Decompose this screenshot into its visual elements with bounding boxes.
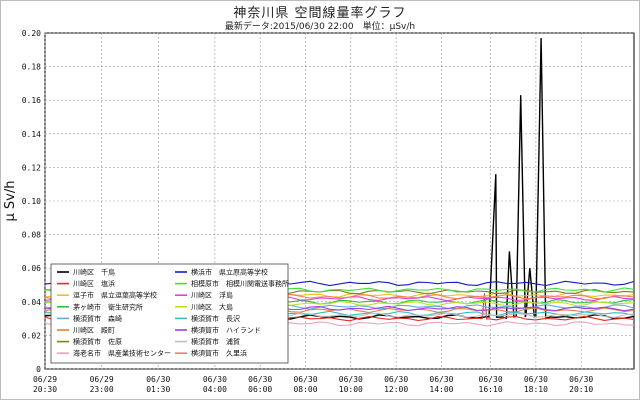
y-tick-label: 0.04 bbox=[22, 298, 41, 307]
x-tick-label: 06/30 bbox=[248, 375, 272, 384]
legend-label: 横須賀市 長沢 bbox=[191, 314, 240, 323]
x-tick-label: 08:00 bbox=[293, 385, 317, 394]
y-tick-label: 0.16 bbox=[22, 96, 41, 105]
chart-subtitle: 最新データ:2015/06/30 22:00 単位：μSv/h bbox=[224, 22, 416, 32]
y-axis-label: μ Sv/h bbox=[3, 181, 18, 222]
legend-label: 川崎区 殿町 bbox=[73, 326, 115, 335]
y-tick-label: 0.12 bbox=[22, 163, 41, 172]
legend-label: 川崎区 浮島 bbox=[191, 291, 233, 300]
x-tick-label: 01:30 bbox=[146, 385, 170, 394]
x-tick-label: 10:00 bbox=[339, 385, 363, 394]
x-tick-label: 06:00 bbox=[248, 385, 272, 394]
x-tick-label: 06/29 bbox=[90, 375, 114, 384]
y-tick-label: 0.14 bbox=[22, 130, 41, 139]
x-tick-label: 12:00 bbox=[384, 385, 408, 394]
legend-label: 横須賀市 久里浜 bbox=[191, 349, 247, 358]
x-tick-label: 06/30 bbox=[146, 375, 170, 384]
legend-label: 川崎区 大島 bbox=[191, 302, 233, 311]
y-tick-label: 0.06 bbox=[22, 264, 41, 273]
x-tick-label: 06/30 bbox=[203, 375, 227, 384]
legend-label: 横浜市 県立原高等学校 bbox=[191, 268, 268, 277]
legend-label: 横須賀市 森崎 bbox=[73, 314, 122, 323]
y-tick-label: 0 bbox=[36, 365, 41, 374]
y-tick-label: 0.10 bbox=[22, 197, 41, 206]
x-tick-label: 06/30 bbox=[569, 375, 593, 384]
x-tick-label: 04:00 bbox=[203, 385, 227, 394]
x-tick-label: 23:00 bbox=[90, 385, 114, 394]
legend-label: 川崎区 塩浜 bbox=[73, 279, 115, 288]
y-tick-label: 0.20 bbox=[22, 29, 41, 38]
x-tick-label: 14:00 bbox=[429, 385, 453, 394]
x-tick-label: 06/30 bbox=[384, 375, 408, 384]
y-tick-label: 0.08 bbox=[22, 231, 41, 240]
x-tick-label: 20:30 bbox=[33, 385, 57, 394]
x-tick-label: 06/30 bbox=[524, 375, 548, 384]
y-tick-label: 0.18 bbox=[22, 63, 41, 72]
x-tick-label: 06/30 bbox=[479, 375, 503, 384]
legend-label: 相模原市 相模川関電送事務所 bbox=[191, 279, 289, 288]
legend-box bbox=[50, 263, 289, 364]
legend-label: 横須賀市 佐原 bbox=[73, 337, 122, 346]
y-tick-label: 0.02 bbox=[22, 331, 41, 340]
x-tick-label: 18:10 bbox=[524, 385, 548, 394]
x-tick-label: 06/30 bbox=[339, 375, 363, 384]
legend-label: 横須賀市 浦賀 bbox=[191, 337, 240, 346]
x-tick-label: 20:10 bbox=[569, 385, 593, 394]
chart-title: 神奈川県 空間線量率グラフ bbox=[233, 6, 407, 21]
legend-label: 川崎区 千鳥 bbox=[73, 268, 115, 277]
x-tick-label: 06/29 bbox=[33, 375, 57, 384]
legend-label: 海老名市 県産業技術センター bbox=[73, 349, 171, 358]
legend-label: 茅ヶ崎市 衛生研究所 bbox=[73, 302, 143, 311]
legend-label: 逗子市 県立逗葉高等学校 bbox=[73, 291, 157, 300]
x-tick-label: 06/30 bbox=[429, 375, 453, 384]
x-tick-label: 06/30 bbox=[293, 375, 317, 384]
x-tick-label: 16:10 bbox=[479, 385, 503, 394]
legend-label: 横須賀市 ハイランド bbox=[191, 326, 261, 335]
